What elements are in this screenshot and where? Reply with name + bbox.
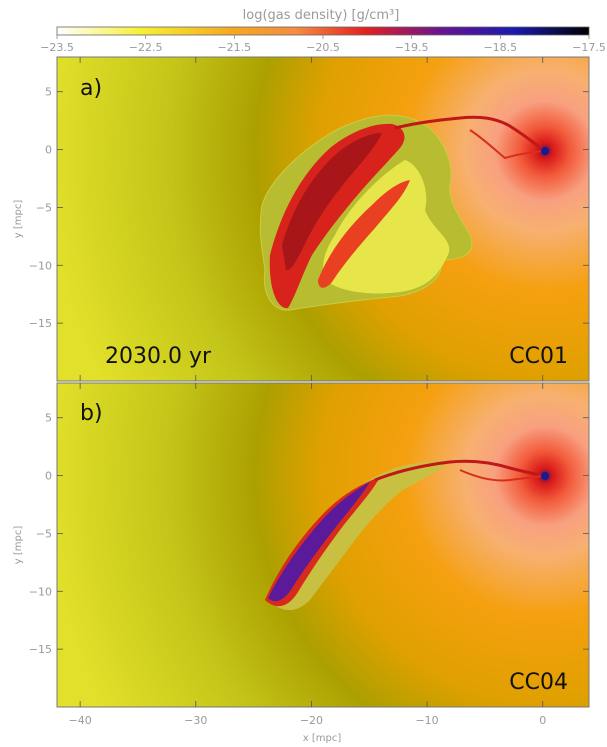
- x-tick-label: −10: [415, 714, 438, 727]
- y-tick-label: 5: [45, 86, 52, 99]
- panel-a-arm: [318, 180, 410, 288]
- panel-a-model: CC01: [509, 344, 568, 369]
- panel-a-frame: [56, 56, 590, 382]
- x-tick-label: −30: [184, 714, 207, 727]
- panel-b: b) CC04 5 0 −5 −10 −15 y [mpc]: [13, 382, 590, 708]
- y-tick-label: 0: [45, 144, 52, 157]
- panel-a-y-ticks: 5 0 −5 −10 −15: [29, 57, 589, 381]
- panel-b-letter: b): [80, 401, 103, 426]
- y-tick-label: −10: [29, 259, 52, 272]
- panel-b-model: CC04: [509, 670, 568, 695]
- panel-a-cavity: [323, 160, 450, 294]
- colorbar-tick-label: −23.5: [40, 41, 74, 54]
- y-tick-label: −5: [36, 527, 52, 540]
- panel-b-tail-2: [459, 469, 546, 482]
- panel-a-source: [541, 147, 549, 155]
- colorbar-ticks: −23.5 −22.5 −21.5 −20.5 −19.5 −18.5 −17.5: [40, 35, 606, 54]
- colorbar-tick-label: −19.5: [395, 41, 429, 54]
- panel-a-letter: a): [80, 76, 102, 101]
- y-tick-label: −10: [29, 585, 52, 598]
- x-tick-label: −20: [300, 714, 323, 727]
- y-tick-label: −15: [29, 643, 52, 656]
- colorbar-tick-label: −20.5: [306, 41, 340, 54]
- panel-b-tail: [374, 459, 546, 482]
- panel-b-frame: [56, 382, 590, 708]
- panel-b-filament-dense: [268, 482, 370, 602]
- panel-a-tail: [394, 115, 546, 153]
- colorbar-tick-label: −22.5: [129, 41, 163, 54]
- y-tick-label: −5: [36, 201, 52, 214]
- colorbar-gradient: [56, 26, 590, 36]
- panel-a-density-structure: [259, 114, 549, 311]
- y-tick-label: 0: [45, 470, 52, 483]
- panel-a-time: 2030.0 yr: [105, 344, 212, 369]
- panel-a-ylabel: y [mpc]: [13, 200, 24, 239]
- panel-b-ylabel: y [mpc]: [13, 526, 24, 565]
- y-tick-label: −15: [29, 317, 52, 330]
- panel-b-density-structure: [265, 459, 549, 611]
- panel-b-source: [541, 472, 549, 480]
- panel-a-tail-2: [469, 129, 546, 160]
- colorbar-tick-label: −18.5: [483, 41, 517, 54]
- x-tick-label: −40: [69, 714, 92, 727]
- colorbar-title: log(gas density) [g/cm³]: [243, 8, 400, 23]
- panel-b-y-ticks: 5 0 −5 −10 −15: [29, 383, 589, 707]
- panel-a-filament-dark: [282, 133, 382, 271]
- x-axis-ticks: −40 −30 −20 −10 0: [69, 714, 547, 727]
- y-tick-label: 5: [45, 412, 52, 425]
- x-tick-label: 0: [539, 714, 546, 727]
- panel-b-filament-shell: [268, 460, 450, 611]
- colorbar-tick-label: −17.5: [572, 41, 606, 54]
- panel-a: a) 2030.0 yr CC01 5 0 −5 −10 −15 y [mpc]: [13, 56, 590, 382]
- colorbar-tick-label: −21.5: [217, 41, 251, 54]
- x-axis-title: x [mpc]: [303, 733, 342, 744]
- panel-a-filament: [269, 123, 405, 309]
- colorbar: log(gas density) [g/cm³] −23.5 −22.5 −21.5…: [40, 8, 606, 54]
